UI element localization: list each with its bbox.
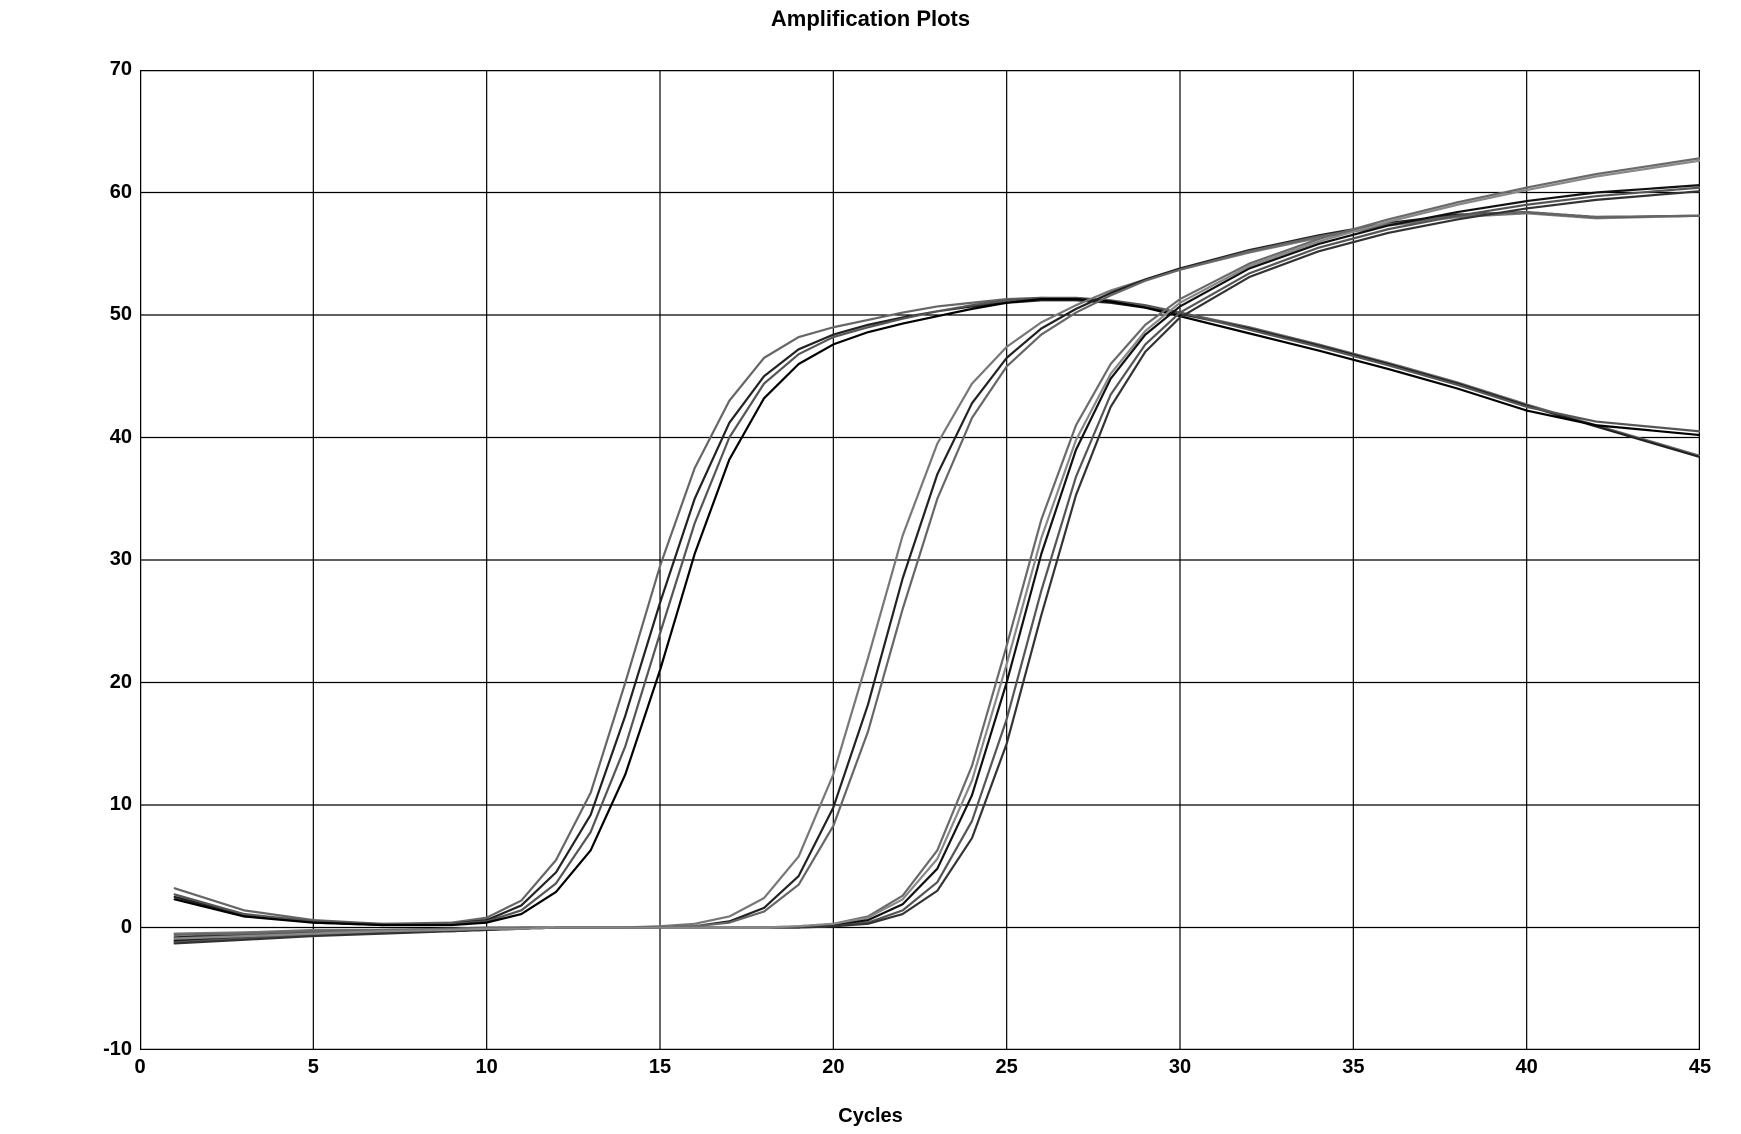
chart-title: Amplification Plots <box>0 6 1741 32</box>
xtick-label: 40 <box>1497 1056 1557 1079</box>
chart-page: Amplification Plots Fluorescence (Primar… <box>0 0 1741 1134</box>
ytick-label: 10 <box>72 793 132 816</box>
xtick-label: 30 <box>1150 1056 1210 1079</box>
xtick-label: 20 <box>803 1056 863 1079</box>
xtick-label: 0 <box>110 1056 170 1079</box>
ytick-label: 60 <box>72 181 132 204</box>
xtick-label: 15 <box>630 1056 690 1079</box>
ytick-label: 0 <box>72 916 132 939</box>
ytick-label: 30 <box>72 548 132 571</box>
ytick-label: 20 <box>72 671 132 694</box>
ytick-label: 40 <box>72 426 132 449</box>
xtick-label: 35 <box>1323 1056 1383 1079</box>
xtick-label: 5 <box>283 1056 343 1079</box>
xtick-label: 25 <box>977 1056 1037 1079</box>
plot-area <box>140 70 1700 1050</box>
xtick-label: 10 <box>457 1056 517 1079</box>
xtick-label: 45 <box>1670 1056 1730 1079</box>
ytick-label: 70 <box>72 58 132 81</box>
x-axis-label: Cycles <box>0 1105 1741 1128</box>
ytick-label: 50 <box>72 303 132 326</box>
plot-svg <box>140 70 1700 1050</box>
